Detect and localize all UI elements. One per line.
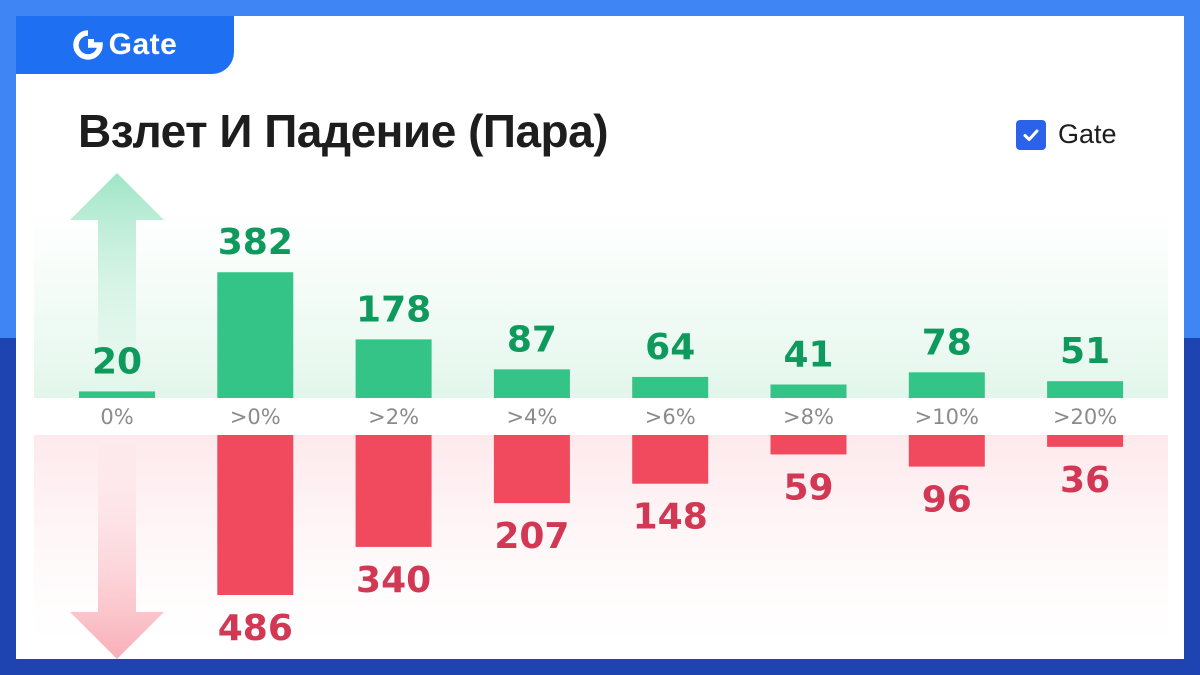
rise-bar — [632, 376, 709, 398]
fall-value-label: 340 — [356, 560, 431, 601]
fall-value-label: 96 — [922, 480, 972, 521]
category-tick-label: >10% — [915, 405, 979, 429]
chart-title: Взлет И Падение (Пара) — [78, 105, 609, 157]
fall-value-label: 148 — [633, 497, 708, 538]
rise-bar — [217, 272, 294, 398]
legend[interactable]: Gate — [1016, 119, 1117, 150]
rise-bar — [493, 369, 570, 398]
category-tick-label: 0% — [100, 405, 133, 429]
category-tick-label: >8% — [783, 405, 834, 429]
fall-bar — [355, 435, 432, 547]
brand-tab: Gate — [16, 16, 234, 74]
category-tick-label: >0% — [230, 405, 281, 429]
rise-value-label: 20 — [92, 341, 142, 382]
fall-bar — [217, 435, 294, 595]
rise-value-label: 78 — [922, 322, 972, 363]
checkbox-checked-icon[interactable] — [1016, 119, 1046, 150]
fall-zone-background — [34, 435, 1168, 640]
legend-label: Gate — [1058, 119, 1117, 149]
category-tick-label: >4% — [506, 405, 557, 429]
fall-bar — [1047, 435, 1124, 447]
fall-value-label: 486 — [218, 608, 293, 649]
category-tick-label: >6% — [645, 405, 696, 429]
rise-value-label: 41 — [783, 335, 833, 376]
fall-bar — [493, 435, 570, 504]
rise-value-label: 382 — [218, 222, 293, 263]
fall-bar — [632, 435, 709, 484]
rise-zone-background — [34, 205, 1168, 398]
fall-bar — [908, 435, 985, 467]
fall-bar — [770, 435, 847, 455]
rise-value-label: 51 — [1060, 331, 1110, 372]
rise-bar — [1047, 381, 1124, 398]
rise-bar — [79, 391, 155, 398]
rise-value-label: 178 — [356, 289, 431, 330]
category-tick-label: >2% — [368, 405, 419, 429]
rise-value-label: 64 — [645, 327, 695, 368]
arrow-up-icon — [70, 173, 164, 398]
category-tick-label: >20% — [1053, 405, 1117, 429]
fall-value-label: 59 — [783, 467, 833, 508]
rise-bar — [770, 384, 847, 398]
rise-bar — [355, 339, 432, 398]
fall-value-label: 36 — [1060, 460, 1110, 501]
brand-name: Gate — [108, 28, 178, 61]
rise-bar — [908, 372, 985, 398]
fall-value-label: 207 — [494, 516, 569, 557]
arrow-down-icon — [70, 445, 164, 659]
rise-value-label: 87 — [507, 319, 557, 360]
gate-logo-icon — [72, 30, 103, 60]
